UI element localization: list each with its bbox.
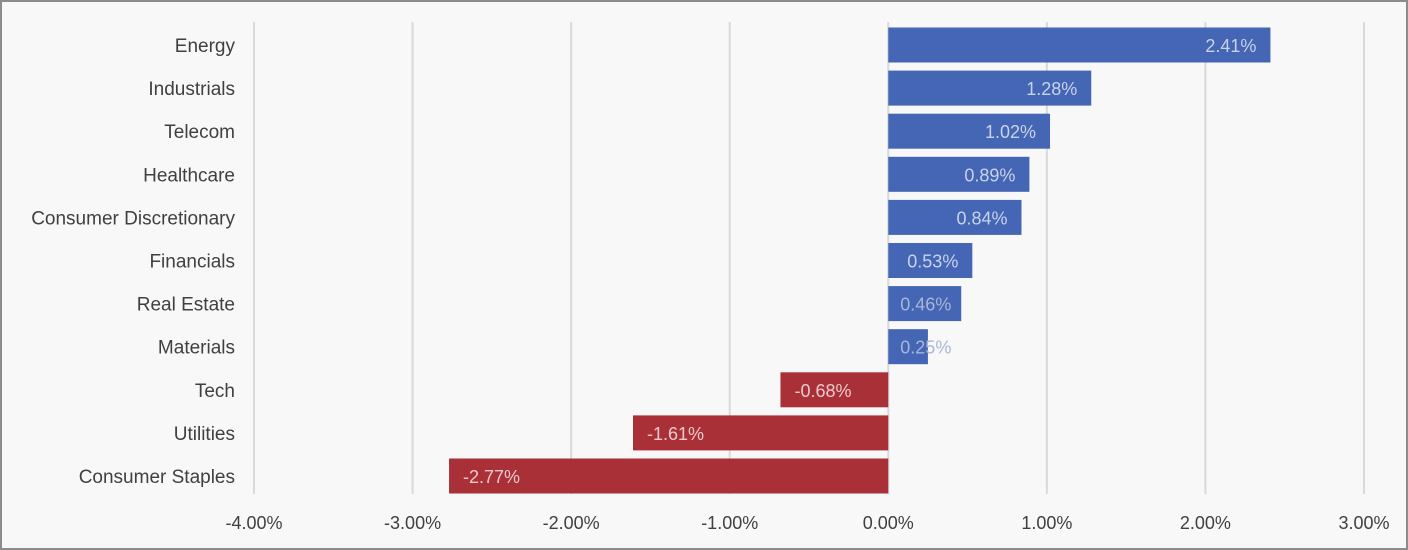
category-label: Financials [149, 252, 235, 273]
bar-financials [888, 243, 973, 278]
bar-healthcare [888, 156, 1030, 192]
bars [449, 27, 1271, 494]
bar-consumer-staples [449, 458, 889, 494]
bar-industrials [888, 70, 1092, 106]
x-tick-label: 0.00% [863, 513, 914, 533]
category-label: Utilities [174, 424, 235, 445]
data-label: 0.46% [900, 295, 951, 315]
data-label: 1.02% [985, 122, 1036, 142]
x-tick-label: -1.00% [701, 513, 758, 533]
bar-utilities [632, 415, 889, 451]
data-label: 0.25% [900, 338, 951, 358]
category-label: Telecom [164, 122, 235, 143]
category-label: Real Estate [137, 295, 235, 316]
category-label: Energy [175, 36, 236, 57]
category-label: Materials [158, 338, 235, 359]
data-label: 0.53% [907, 252, 958, 272]
data-labels: 2.41% 1.28% 1.02% 0.89% 0.84% 0.53% 0.46% 0.25%… [463, 36, 1256, 487]
x-tick-label: -3.00% [384, 513, 441, 533]
bar-consumer-discretionary [888, 199, 1022, 235]
category-label: Consumer Staples [79, 467, 235, 488]
category-label: Industrials [148, 79, 235, 100]
bar-tech [780, 372, 889, 408]
bar-energy [888, 27, 1271, 63]
data-label: 0.84% [956, 208, 1007, 228]
x-tick-label: 2.00% [1180, 513, 1231, 533]
data-label: -1.61% [647, 424, 704, 444]
x-tick-label: -2.00% [543, 513, 600, 533]
category-label: Consumer Discretionary [31, 208, 235, 229]
category-label: Tech [195, 381, 235, 402]
data-label: -0.68% [794, 381, 851, 401]
bar-materials [888, 329, 928, 365]
category-label: Healthcare [143, 165, 235, 186]
x-tick-label: 1.00% [1021, 513, 1072, 533]
x-tick-label: 3.00% [1338, 513, 1389, 533]
x-tick-label: -4.00% [225, 513, 282, 533]
data-label: 2.41% [1205, 36, 1256, 56]
bar-real-estate [888, 286, 962, 322]
category-labels: Energy Industrials Telecom Healthcare Consum… [31, 36, 235, 488]
bar-telecom [888, 113, 1051, 149]
x-axis-tick-labels: -4.00% -3.00% -2.00% -1.00% 0.00% 1.00% 2.00% 3… [225, 513, 1389, 533]
data-label: -2.77% [463, 467, 520, 487]
data-label: 0.89% [964, 165, 1015, 185]
data-label: 1.28% [1026, 79, 1077, 99]
